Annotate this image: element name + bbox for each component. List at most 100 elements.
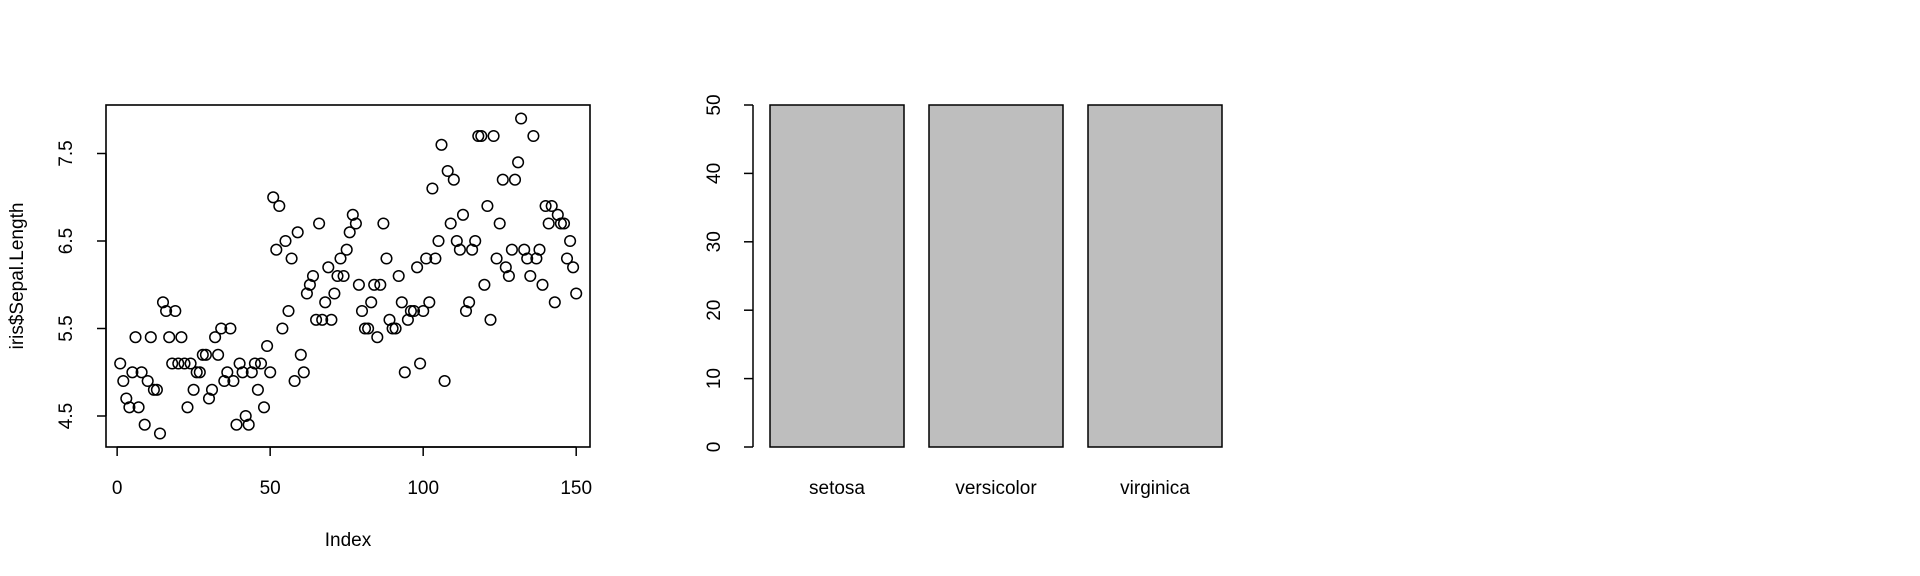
scatter-point bbox=[355, 304, 369, 318]
scatter-point bbox=[224, 322, 237, 335]
bar-y-tick-label: 30 bbox=[704, 231, 725, 252]
scatter-point bbox=[282, 304, 295, 318]
scatter-point bbox=[227, 374, 240, 388]
scatter-point bbox=[386, 322, 399, 335]
scatter-point bbox=[352, 278, 365, 291]
scatter-point bbox=[536, 278, 549, 291]
scatter-point bbox=[368, 278, 381, 291]
scatter-point bbox=[389, 322, 402, 335]
scatter-point bbox=[456, 208, 470, 221]
scatter-point bbox=[254, 357, 268, 370]
scatter-point bbox=[178, 357, 191, 370]
scatter-point bbox=[478, 278, 491, 291]
scatter-point bbox=[411, 261, 424, 274]
scatter-point bbox=[508, 173, 522, 186]
scatter-point bbox=[414, 357, 427, 370]
scatter-y-tick-label: 7.5 bbox=[56, 140, 77, 166]
scatter-point bbox=[331, 269, 344, 283]
bar-y-tick-label: 50 bbox=[704, 94, 725, 115]
scatter-point bbox=[270, 243, 283, 256]
bar-setosa bbox=[769, 104, 905, 448]
scatter-panel: 0 50 100 150 4.5 5.5 6.5 7.5 Index iris$Sepal.… bbox=[7, 104, 592, 551]
scatter-point bbox=[316, 313, 329, 326]
scatter-point bbox=[334, 252, 347, 265]
scatter-point bbox=[236, 366, 249, 379]
scatter-point bbox=[453, 243, 466, 256]
scatter-point bbox=[380, 252, 393, 265]
scatter-point bbox=[493, 217, 506, 230]
scatter-x-axis: 0 50 100 150 bbox=[112, 446, 592, 499]
bar-category-label: virginica bbox=[1120, 478, 1190, 499]
scatter-point bbox=[291, 226, 304, 239]
scatter-point bbox=[398, 366, 411, 379]
scatter-point bbox=[141, 374, 154, 388]
scatter-point bbox=[138, 418, 151, 431]
scatter-point bbox=[548, 296, 561, 309]
scatter-point bbox=[267, 191, 280, 204]
scatter-point bbox=[502, 269, 515, 283]
scatter-point bbox=[374, 278, 387, 291]
scatter-point bbox=[297, 366, 310, 379]
scatter-point bbox=[539, 199, 552, 213]
scatter-point bbox=[251, 383, 264, 396]
scatter-point bbox=[248, 357, 261, 370]
scatter-x-tick-label: 100 bbox=[407, 478, 439, 499]
scatter-point bbox=[187, 383, 200, 396]
scatter-point bbox=[172, 357, 185, 370]
scatter-point bbox=[221, 366, 234, 379]
scatter-point bbox=[404, 304, 417, 318]
scatter-point bbox=[279, 234, 292, 248]
scatter-point bbox=[257, 401, 271, 414]
bar-bars bbox=[769, 104, 1223, 448]
scatter-point bbox=[337, 269, 350, 283]
scatter-point bbox=[469, 234, 482, 248]
scatter-point bbox=[285, 252, 298, 265]
scatter-point bbox=[129, 331, 142, 344]
scatter-point bbox=[175, 331, 188, 344]
bar-category-labels: setosa versicolor virginica bbox=[809, 478, 1190, 499]
bar-y-tick-label: 20 bbox=[704, 300, 725, 321]
scatter-point bbox=[432, 234, 445, 248]
scatter-y-tick-label: 4.5 bbox=[56, 403, 77, 429]
scatter-point bbox=[163, 331, 176, 344]
bar-panel: setosa versicolor virginica 0 10 20 30 40 50 bbox=[704, 94, 1223, 499]
scatter-point bbox=[420, 252, 433, 265]
scatter-point bbox=[365, 296, 378, 309]
scatter-point bbox=[487, 129, 500, 143]
scatter-point bbox=[160, 304, 173, 318]
scatter-point bbox=[521, 252, 534, 265]
scatter-point bbox=[358, 322, 372, 335]
scatter-points bbox=[114, 112, 583, 440]
scatter-point bbox=[144, 331, 157, 344]
bar-virginica bbox=[1087, 104, 1223, 448]
scatter-point bbox=[423, 296, 436, 309]
scatter-point bbox=[505, 243, 518, 256]
scatter-point bbox=[181, 401, 194, 414]
bar-category-label: versicolor bbox=[955, 478, 1037, 499]
scatter-x-tick-label: 0 bbox=[112, 478, 123, 499]
scatter-point bbox=[114, 357, 127, 370]
scatter-point bbox=[371, 331, 384, 344]
scatter-point bbox=[202, 392, 216, 405]
scatter-point bbox=[377, 217, 390, 230]
scatter-point bbox=[417, 304, 430, 318]
scatter-point bbox=[319, 296, 332, 309]
scatter-point bbox=[193, 366, 206, 379]
bar-category-label: setosa bbox=[809, 478, 865, 499]
scatter-point bbox=[340, 243, 353, 256]
scatter-point bbox=[545, 199, 558, 213]
bar-versicolor bbox=[928, 104, 1064, 448]
scatter-point bbox=[261, 339, 274, 353]
bar-y-axis: 0 10 20 30 40 50 bbox=[704, 94, 754, 452]
bar-y-tick-label: 40 bbox=[704, 163, 725, 184]
scatter-point bbox=[328, 287, 341, 300]
scatter-point bbox=[435, 138, 448, 151]
scatter-point bbox=[306, 269, 320, 283]
scatter-point bbox=[190, 366, 203, 379]
scatter-point bbox=[212, 348, 225, 361]
scatter-point bbox=[184, 357, 197, 370]
scatter-point bbox=[310, 313, 323, 326]
scatter-point bbox=[153, 427, 167, 440]
scatter-point bbox=[150, 383, 163, 396]
